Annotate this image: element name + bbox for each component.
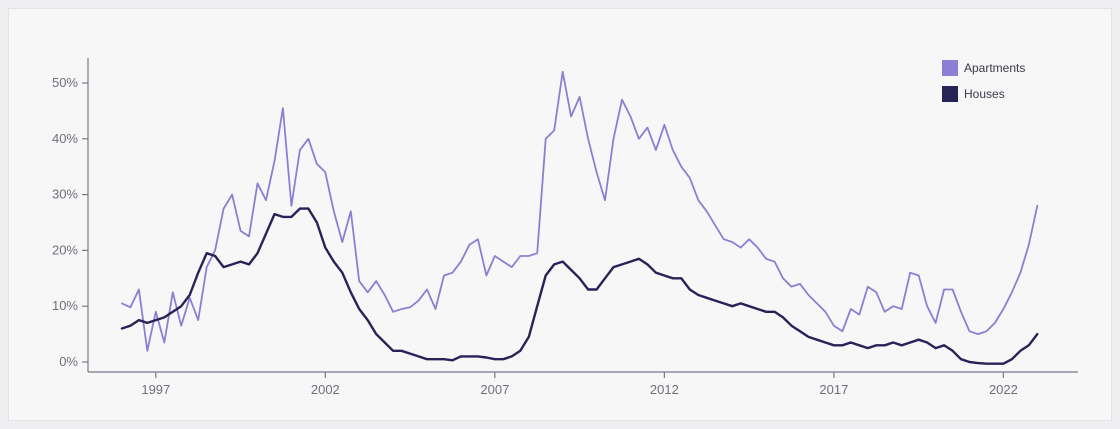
y-tick-label: 0%: [59, 354, 78, 369]
y-tick-label: 10%: [52, 298, 78, 313]
x-tick-label: 2007: [480, 382, 509, 397]
chart-card: [8, 8, 1112, 421]
axes: 0% 10% 20% 30% 40% 50% 1997 2002 2007 2012 2017 202…: [52, 58, 1078, 397]
y-tick-label: 30%: [52, 187, 78, 202]
x-tick-label: 2022: [989, 382, 1018, 397]
legend: Apartments Houses: [942, 60, 1025, 102]
x-tick-label: 2012: [650, 382, 679, 397]
y-tick-label: 50%: [52, 75, 78, 90]
legend-swatch-apartments: [942, 60, 958, 76]
x-tick-label: 2017: [819, 382, 848, 397]
y-tick-label: 40%: [52, 131, 78, 146]
legend-label-houses: Houses: [964, 87, 1005, 101]
series-line-houses: [120, 207, 1039, 365]
x-tick-label: 2002: [311, 382, 340, 397]
y-tick-label: 20%: [52, 242, 78, 257]
legend-label-apartments: Apartments: [964, 61, 1025, 75]
plot-lines: [120, 70, 1039, 365]
series-line-apartments: [121, 70, 1039, 352]
x-tick-label: 1997: [141, 382, 170, 397]
legend-swatch-houses: [942, 86, 958, 102]
